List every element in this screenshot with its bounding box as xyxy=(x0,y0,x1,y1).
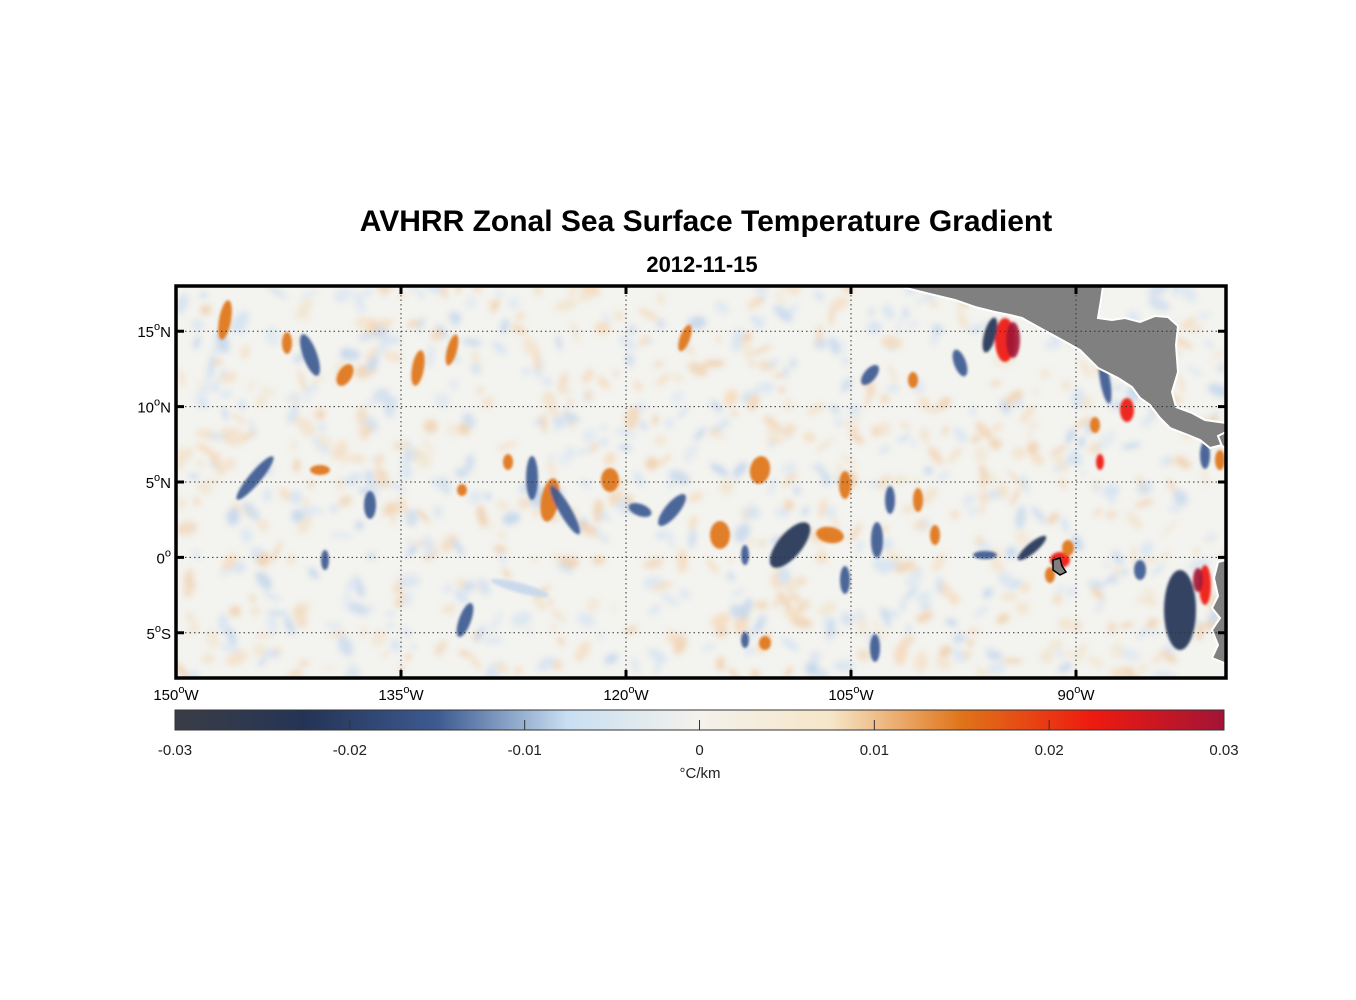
longitude-label: 90oW xyxy=(1058,684,1096,704)
gradient-feature xyxy=(908,372,918,388)
latitude-label: 0o xyxy=(157,547,171,567)
central-america-land xyxy=(897,286,1226,450)
gradient-feature xyxy=(678,324,692,352)
gradient-feature xyxy=(1017,535,1047,561)
latitude-label: 5oS xyxy=(147,623,171,643)
south-america-land xyxy=(1210,558,1226,666)
longitude-label: 135oW xyxy=(378,684,424,704)
gradient-feature xyxy=(411,350,425,386)
gradient-feature xyxy=(456,602,474,638)
colorbar-tick-label: -0.01 xyxy=(508,742,542,759)
colorbar-tick-label: -0.02 xyxy=(333,742,367,759)
gradient-feature xyxy=(503,454,513,470)
gradient-feature xyxy=(769,522,811,568)
gradient-feature xyxy=(930,525,940,545)
gradient-feature xyxy=(870,634,880,662)
gradient-feature xyxy=(282,332,292,354)
gradient-feature xyxy=(749,456,771,484)
gradient-feature xyxy=(839,471,851,499)
gradient-feature xyxy=(861,365,879,385)
colombia-coast-land xyxy=(1216,430,1226,450)
gradient-feature xyxy=(236,456,274,500)
gradient-feature xyxy=(913,488,923,512)
longitude-labels: 150oW 135oW 120oW 105oW 90oW xyxy=(153,684,1095,704)
map-date-subtitle: 2012-11-15 xyxy=(646,252,758,277)
colorbar-tick-label: 0.02 xyxy=(1035,742,1064,759)
gradient-feature xyxy=(1062,540,1074,556)
gradient-feature xyxy=(710,521,730,549)
colorbar-tick-label: -0.03 xyxy=(158,742,192,759)
colorbar-ticks: -0.03 -0.02 -0.01 0 0.01 0.02 0.03 xyxy=(158,720,1239,759)
gradient-feature xyxy=(457,484,467,496)
longitude-label: 105oW xyxy=(828,684,874,704)
colorbar-unit-label: °C/km xyxy=(680,765,721,782)
colorbar: -0.03 -0.02 -0.01 0 0.01 0.02 0.03 °C/km xyxy=(158,709,1239,782)
gradient-feature xyxy=(982,317,998,353)
gradient-feature xyxy=(628,503,652,517)
gradient-feature xyxy=(871,522,883,558)
gradient-feature xyxy=(1164,570,1196,650)
latitude-labels: 15oN 10oN 5oN 0o 5oS xyxy=(137,321,171,643)
gradient-feature xyxy=(759,636,771,650)
map-title: AVHRR Zonal Sea Surface Temperature Grad… xyxy=(359,205,1053,238)
gradient-feature xyxy=(1215,450,1225,470)
gradient-feature xyxy=(526,456,538,500)
frame-ticks xyxy=(174,286,1226,678)
gradient-feature xyxy=(952,349,968,377)
gradient-feature xyxy=(973,551,997,559)
gradient-feature xyxy=(1090,417,1100,433)
gradient-feature xyxy=(490,578,550,598)
gradient-feature xyxy=(550,485,580,535)
gradient-feature xyxy=(1134,560,1146,580)
gradient-feature xyxy=(310,465,330,475)
latitude-label: 5oN xyxy=(146,472,171,492)
gradient-feature xyxy=(1006,322,1020,358)
longitude-label: 150oW xyxy=(153,684,199,704)
latitude-label: 10oN xyxy=(137,397,171,417)
gradient-feature xyxy=(840,566,850,594)
gradient-feature xyxy=(1045,567,1055,583)
gradient-feature xyxy=(218,300,232,340)
gradient-feature xyxy=(885,486,895,514)
gradient-feature xyxy=(1193,568,1203,592)
gradient-feature xyxy=(336,364,354,386)
gradient-feature xyxy=(741,632,749,648)
colorbar-tick-label: 0.03 xyxy=(1209,742,1238,759)
gradient-feature xyxy=(300,334,320,376)
map-plot-area xyxy=(176,286,1226,678)
gradient-feature xyxy=(1200,441,1210,469)
galapagos-island xyxy=(1052,557,1068,576)
gradient-feature xyxy=(364,491,376,519)
longitude-label: 120oW xyxy=(603,684,649,704)
gradient-feature xyxy=(601,468,619,492)
gradient-feature xyxy=(1120,398,1134,422)
gradient-feature xyxy=(445,334,459,366)
gradient-feature xyxy=(658,494,686,526)
gradient-feature xyxy=(1096,454,1104,470)
landmass xyxy=(897,286,1226,666)
gradient-feature xyxy=(321,550,329,570)
gradient-feature xyxy=(816,526,844,544)
colorbar-tick-label: 0 xyxy=(695,742,703,759)
gradient-field-features xyxy=(218,300,1225,662)
latitude-label: 15oN xyxy=(137,321,171,341)
colorbar-tick-label: 0.01 xyxy=(860,742,889,759)
gradient-feature xyxy=(741,545,749,565)
